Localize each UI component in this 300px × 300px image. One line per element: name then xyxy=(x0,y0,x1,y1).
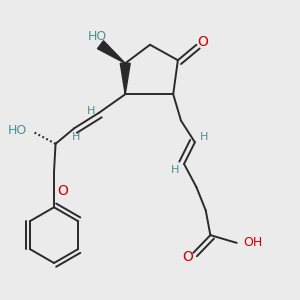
Text: HO: HO xyxy=(88,30,107,43)
Text: OH: OH xyxy=(244,236,263,249)
Text: H: H xyxy=(200,132,208,142)
Text: H: H xyxy=(71,132,80,142)
Text: H: H xyxy=(171,164,179,175)
Polygon shape xyxy=(120,63,130,94)
Polygon shape xyxy=(98,41,125,63)
Text: H: H xyxy=(87,106,95,116)
Text: O: O xyxy=(182,250,193,264)
Text: O: O xyxy=(57,184,68,199)
Text: HO: HO xyxy=(8,124,27,137)
Text: O: O xyxy=(197,35,208,49)
